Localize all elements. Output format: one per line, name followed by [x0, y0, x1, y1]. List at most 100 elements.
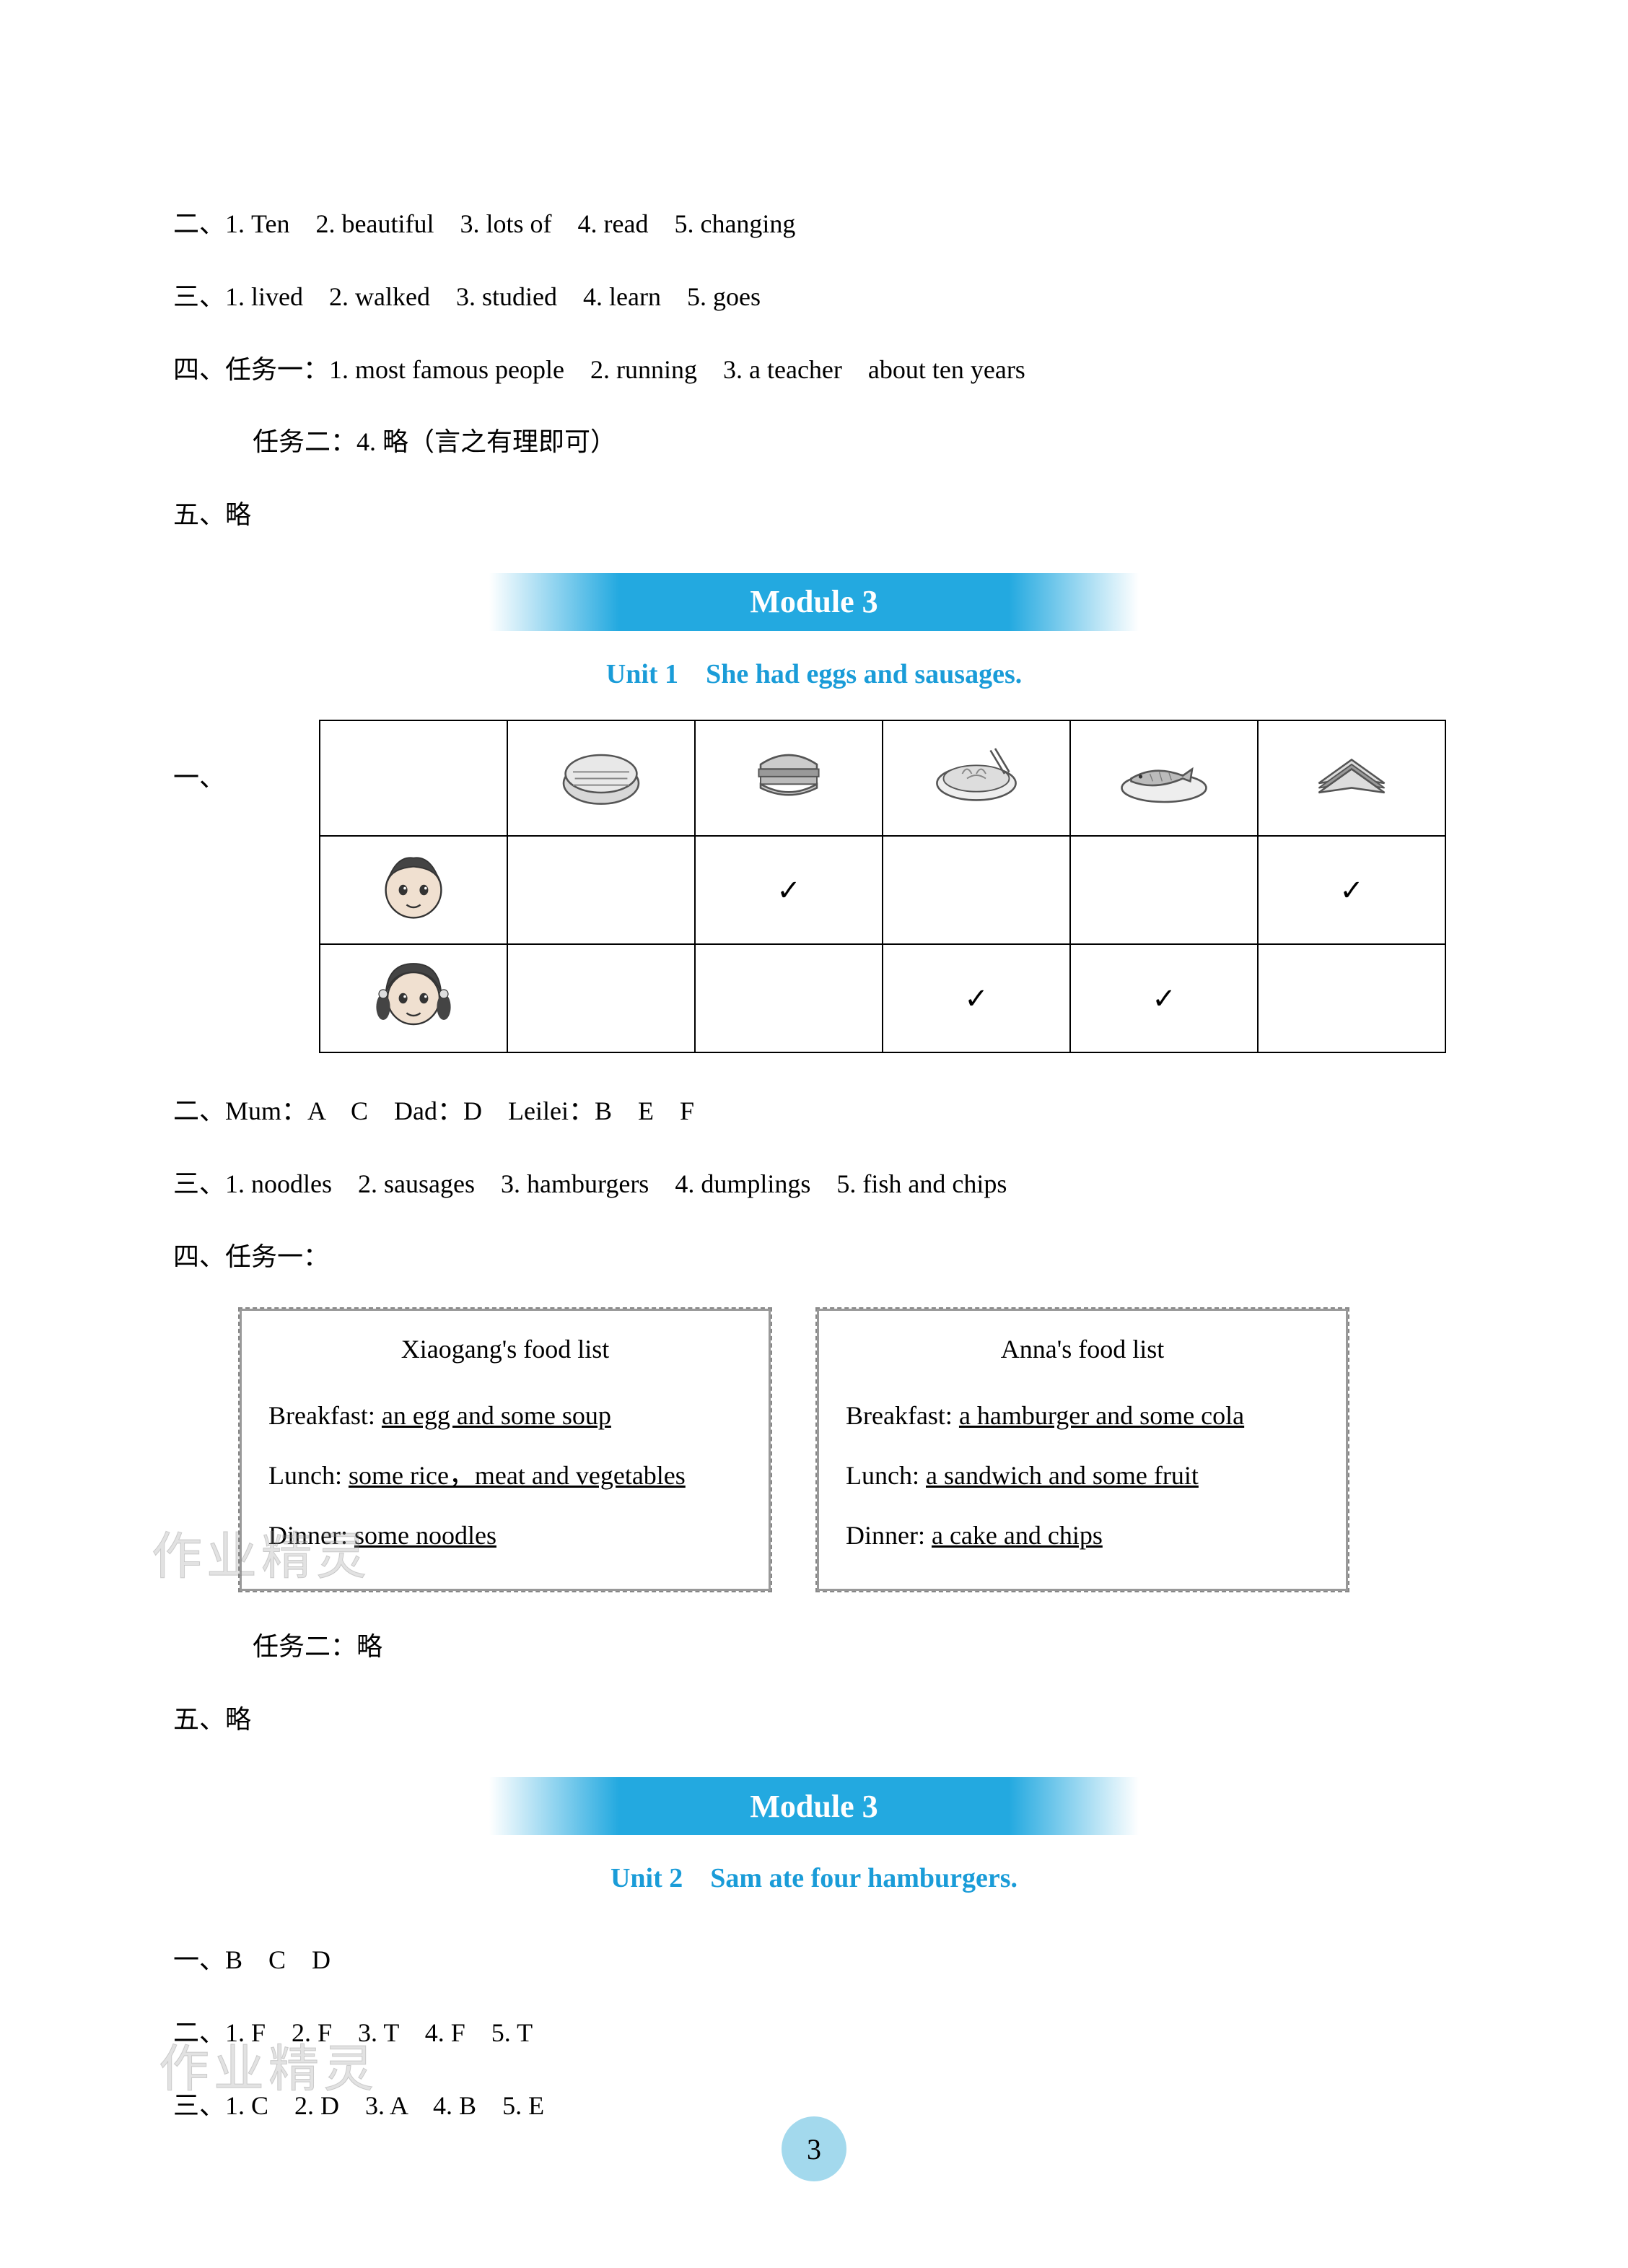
section-label: 三、	[173, 1169, 225, 1198]
meal-value: a sandwich and some fruit	[926, 1461, 1199, 1490]
checkmark: ✓	[964, 982, 989, 1015]
dinner-line: Dinner: some noodles	[268, 1506, 742, 1566]
answer-item: 1. most famous people	[329, 355, 564, 384]
answer-text: 1. F 2. F 3. T 4. F 5. T	[225, 2018, 533, 2047]
food-table: ✓ ✓ ✓ ✓	[319, 720, 1446, 1053]
row-header-girl	[320, 944, 507, 1052]
u1-section-4-task1: 四、任务一：	[173, 1221, 1455, 1294]
dinner-line: Dinner: a cake and chips	[846, 1506, 1319, 1566]
bread-icon	[554, 734, 648, 814]
section-label: 三、	[173, 282, 225, 311]
answer-item: 2. beautiful	[316, 209, 434, 238]
meal-label: Dinner:	[268, 1521, 348, 1550]
header-cell-fish	[1070, 720, 1258, 836]
section-4-task2: 任务二：4. 略（言之有理即可）	[253, 406, 1455, 479]
unit-title: Unit 1 She had eggs and sausages.	[173, 651, 1455, 691]
noodles-icon	[929, 734, 1023, 814]
u1-section-2: 二、Mum：A C Dad：D Leilei：B E F	[173, 1075, 1455, 1148]
unit-label: Unit 2	[610, 1863, 683, 1893]
header-cell-sandwich	[1258, 720, 1445, 836]
answer-item: 3. hamburgers	[501, 1169, 649, 1198]
table-cell: ✓	[1070, 944, 1258, 1052]
module-text: Module 3	[750, 583, 878, 620]
section-label: 四、	[173, 355, 225, 384]
section-5: 五、略	[173, 479, 1455, 551]
answer-item: 2. running	[590, 355, 697, 384]
header-cell-noodles	[883, 720, 1070, 836]
food-list-anna: Anna's food list Breakfast: a hamburger …	[815, 1307, 1349, 1592]
section-3: 三、1. lived 2. walked 3. studied 4. learn…	[173, 261, 1455, 333]
header-cell-empty	[320, 720, 507, 836]
food-list-title: Xiaogang's food list	[268, 1334, 742, 1364]
answer-item: 1. Ten	[225, 209, 289, 238]
answer-item: 4. read	[578, 209, 649, 238]
meal-value: a cake and chips	[932, 1521, 1103, 1550]
meal-value: some rice，meat and vegetables	[349, 1461, 686, 1490]
section-4-task1: 四、任务一：1. most famous people 2. running 3…	[173, 333, 1455, 406]
sandwich-icon	[1305, 734, 1399, 814]
answer-text: 略	[225, 1705, 251, 1734]
table-cell	[695, 944, 883, 1052]
table-cell: ✓	[1258, 836, 1445, 944]
unit-label: Unit 1	[606, 659, 678, 689]
breakfast-line: Breakfast: an egg and some soup	[268, 1386, 742, 1446]
section-label: 二、	[173, 1096, 225, 1125]
meal-value: a hamburger and some cola	[959, 1401, 1244, 1430]
answer-item: 1. noodles	[225, 1169, 332, 1198]
answer-item: 2. sausages	[358, 1169, 475, 1198]
page-number: 3	[782, 2116, 846, 2181]
checkmark: ✓	[1152, 982, 1176, 1015]
answer-item: 3. a teacher about ten years	[723, 355, 1025, 384]
hamburger-icon	[742, 734, 836, 814]
table-cell: ✓	[883, 944, 1070, 1052]
section-label: 四、	[173, 1242, 225, 1271]
answer-text: 略	[225, 500, 251, 529]
u2-section-1: 一、B C D	[173, 1924, 1455, 1997]
u1-section-1: 一、	[173, 720, 1455, 1075]
answer-text: 1. C 2. D 3. A 4. B 5. E	[225, 2091, 544, 2120]
task-label: 任务二：	[253, 1632, 356, 1661]
section-label: 二、	[173, 2018, 225, 2047]
module-text: Module 3	[750, 1788, 878, 1825]
section-2: 二、1. Ten 2. beautiful 3. lots of 4. read…	[173, 188, 1455, 261]
answer-item: 1. lived	[225, 282, 303, 311]
table-cell	[883, 836, 1070, 944]
food-list-container: Xiaogang's food list Breakfast: an egg a…	[238, 1307, 1455, 1592]
content-area: 二、1. Ten 2. beautiful 3. lots of 4. read…	[173, 188, 1455, 2142]
u2-section-2: 二、1. F 2. F 3. T 4. F 5. T	[173, 1997, 1455, 2069]
table-row-boy: ✓ ✓	[320, 836, 1445, 944]
section-label: 三、	[173, 2091, 225, 2120]
table-header-row	[320, 720, 1445, 836]
table-cell	[1070, 836, 1258, 944]
meal-label: Breakfast:	[268, 1401, 375, 1430]
answer-item: 5. changing	[674, 209, 795, 238]
page-number-text: 3	[807, 2132, 821, 2166]
task-label: 任务二：	[253, 427, 356, 456]
answer-item: 3. studied	[456, 282, 557, 311]
food-list-title: Anna's food list	[846, 1334, 1319, 1364]
module-banner: Module 3	[489, 573, 1139, 631]
section-label: 二、	[173, 209, 225, 238]
answer-text: B C D	[225, 1945, 331, 1974]
section-label: 五、	[173, 1705, 225, 1734]
table-cell	[507, 944, 695, 1052]
checkmark: ✓	[776, 874, 801, 907]
boy-face-icon	[370, 842, 457, 929]
answer-item: 4. dumplings	[675, 1169, 810, 1198]
header-cell-bread	[507, 720, 695, 836]
lunch-line: Lunch: a sandwich and some fruit	[846, 1446, 1319, 1506]
breakfast-line: Breakfast: a hamburger and some cola	[846, 1386, 1319, 1446]
answer-item: 5. fish and chips	[836, 1169, 1007, 1198]
unit-name: She had eggs and sausages.	[706, 659, 1022, 689]
answer-item: 4. learn	[583, 282, 661, 311]
answer-text: 4. 略（言之有理即可）	[356, 427, 616, 456]
answer-item: 5. goes	[687, 282, 761, 311]
answer-text: Mum：A C Dad：D Leilei：B E F	[225, 1096, 694, 1125]
meal-value: an egg and some soup	[382, 1401, 611, 1430]
table-cell	[1258, 944, 1445, 1052]
task-label: 任务一：	[225, 1242, 329, 1271]
meal-label: Dinner:	[846, 1521, 925, 1550]
fish-icon	[1117, 734, 1211, 814]
module-banner: Module 3	[489, 1777, 1139, 1835]
food-list-xiaogang: Xiaogang's food list Breakfast: an egg a…	[238, 1307, 772, 1592]
